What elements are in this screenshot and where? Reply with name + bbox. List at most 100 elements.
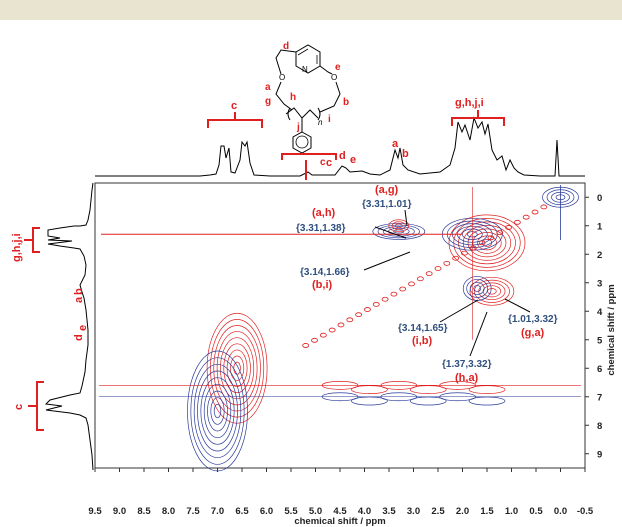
contour-diagonal [355,312,363,318]
contour-aromatic-negative [190,357,245,465]
y-tick-label: 7 [597,392,602,403]
contour-diagonal [416,276,424,282]
x-axis-label: chemical shift / ppm [294,516,385,527]
contour-aromatic-positive [206,312,268,424]
peak-ga-coords: {1.01,3.32} [508,314,558,325]
contour-aromatic-negative [193,363,242,459]
contour-diagonal [478,240,486,246]
peak-ib-coords: {3.14,1.65} [398,323,448,334]
contour-streak [468,396,506,406]
peak-bi-assignment: (b,i) [312,279,332,291]
peak-ib-assignment: (i,b) [412,335,432,347]
ring-double-bond [297,48,309,56]
contour-cross-ah [382,226,415,237]
contour-diagonal [381,296,389,302]
arrow-ib [439,299,479,323]
contour-diagonal [372,302,380,307]
left-spectrum-trace [44,182,94,471]
contour-cross-ib [462,276,492,301]
contour-aromatic-positive [233,361,241,375]
contour-aromatic-positive [220,337,255,400]
struct-label-e: e [335,62,341,73]
contour-diagonal [496,230,504,235]
left-label-d: d [73,334,85,341]
arrow-ag [404,209,408,227]
peak-ag-coords: {3.31,1.01} [362,199,412,210]
contour-cross-ag [388,219,410,233]
y-tick-label: 0 [597,193,602,204]
contour-layer [99,185,581,472]
contour-diagonal [434,266,442,271]
x-tick-label: 1.5 [480,506,494,517]
contour-diagonal [311,337,318,343]
crown-bond-left-top [275,49,297,75]
contour-diagonal [452,255,460,261]
struct-label-h: h [290,92,296,103]
struct-label-d: d [283,41,289,52]
x-tick-label: 2.5 [431,506,445,517]
contour-aromatic-negative [207,390,228,432]
x-tick-label: 0.5 [529,506,543,517]
atom-n: N [302,65,308,74]
contour-diagonal [425,271,433,277]
contour-diagonal [540,204,548,210]
x-axis: 9.5 9.0 8.5 8.0 7.5 7.0 6.5 6.0 5.5 5.0 4.5 4.0 3.5 3… [88,468,594,517]
contour-diagonal [522,214,530,220]
struct-label-n: n [318,118,323,127]
contour-diagonal [443,260,451,266]
top-label-b: b [402,148,409,160]
contour-diagonal [531,209,539,215]
contour-cross-ha [482,285,502,298]
top-label-ghji: g,h,j,i [455,97,484,109]
peak-ah-coords: {3.31,1.38} [296,223,346,234]
left-label-ghji: g,h,j,i [11,233,23,262]
contour-cross-ib [473,285,482,292]
contour-aromatic-negative [197,370,238,452]
x-tick-label: -0.5 [577,506,594,517]
top-label-a: a [392,138,399,150]
y-tick-label: 2 [597,250,602,261]
contour-cross-ib [466,279,489,298]
contour-aliphatic-positive [458,221,516,265]
left-bracket-c [28,381,44,431]
x-tick-label: 1.0 [505,506,518,517]
contour-diagonal [513,219,521,225]
atom-o-left: O [279,73,285,82]
y-tick-label: 6 [597,364,602,375]
contour-cross-ah [377,224,420,239]
struct-label-g: g [265,96,271,107]
contour-cross-ha [473,279,510,303]
crown-bond-right [319,81,341,113]
top-spectrum-trace [95,116,585,177]
contour-aromatic-negative [200,377,235,445]
peak-ag-assignment: (a,g) [375,184,399,196]
struct-label-a: a [265,82,271,93]
chemical-structure: N O O d e a b g h i j n c [265,41,349,168]
x-tick-label: 5.5 [284,506,298,517]
x-tick-label: 3.0 [407,506,420,517]
x-tick-label: 3.5 [382,506,396,517]
contour-aromatic-positive [230,355,245,381]
contour-diagonal [337,322,345,328]
top-bracket-ghji [451,110,505,126]
x-tick-label: 7.0 [211,506,224,517]
peak-ha-coords: {1.37,3.32} [442,359,492,370]
contour-diagonal [328,327,336,333]
contour-aromatic-positive [223,343,251,394]
y-axis: 0 1 2 3 4 5 6 7 8 9 [585,193,603,460]
atom-o-right: O [331,73,337,82]
top-label-e: e [350,154,356,166]
contour-diagonal [390,291,398,297]
contour-aromatic-negative [210,397,225,425]
peak-ah-assignment: (a,h) [312,207,336,219]
left-label-a: a [73,296,85,303]
top-label-c2: c [326,157,332,169]
x-tick-label: 7.5 [186,506,200,517]
top-label-d: d [339,150,346,162]
left-label-c: c [13,404,25,410]
phenyl-aromatic-circle [295,135,309,149]
arrow-ga [504,298,531,313]
peak-bi-coords: {3.14,1.66} [300,267,350,278]
x-tick-label: 2.0 [456,506,469,517]
